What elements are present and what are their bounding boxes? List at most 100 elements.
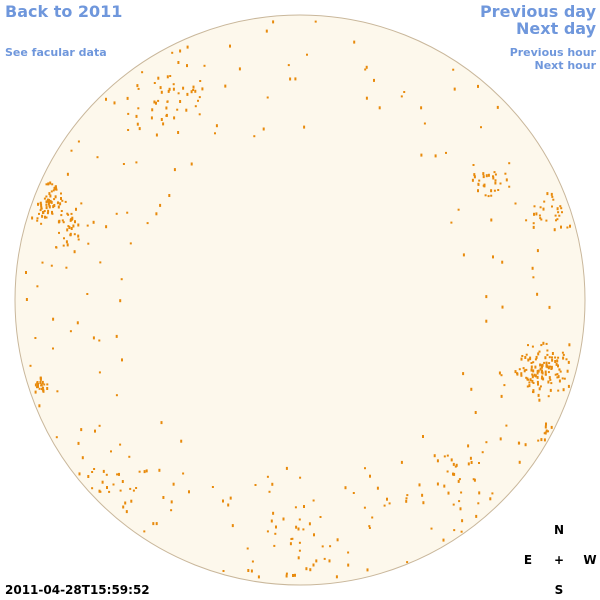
spot	[229, 44, 231, 48]
spot	[272, 511, 275, 515]
spot	[168, 87, 171, 91]
spot	[62, 244, 65, 247]
spot	[192, 85, 195, 89]
spot	[160, 90, 163, 94]
spot	[450, 221, 453, 224]
spot	[282, 517, 285, 521]
spot	[446, 454, 449, 457]
spot	[492, 175, 494, 178]
spot	[45, 203, 48, 206]
spot	[105, 473, 108, 476]
next-hour-link[interactable]: Next hour	[535, 59, 597, 72]
spot	[458, 500, 461, 503]
spot	[56, 390, 59, 393]
compass-west: W	[583, 553, 596, 567]
spot	[535, 355, 538, 359]
spot	[201, 87, 204, 91]
spot	[541, 365, 543, 369]
spot	[125, 510, 128, 514]
spot	[31, 216, 34, 220]
solar-disk	[14, 14, 586, 586]
spot	[29, 364, 32, 367]
spot	[405, 497, 408, 500]
spot	[211, 486, 214, 488]
spot	[537, 382, 539, 386]
spot	[186, 45, 189, 49]
spot	[541, 364, 543, 367]
spot	[49, 181, 52, 185]
spot	[566, 226, 569, 229]
spot	[99, 261, 102, 264]
spot	[529, 358, 532, 361]
spot	[67, 213, 70, 216]
spot	[485, 319, 488, 323]
spot	[560, 225, 562, 229]
spot	[215, 124, 218, 128]
spot	[533, 373, 536, 377]
spot	[453, 87, 456, 91]
spot	[43, 383, 46, 386]
spot	[229, 496, 232, 500]
spot	[472, 164, 475, 166]
spot	[186, 64, 188, 68]
spot	[74, 220, 76, 224]
spot	[122, 163, 125, 165]
spot	[494, 173, 497, 176]
next-day-link[interactable]: Next day	[516, 19, 597, 38]
spot	[553, 228, 556, 232]
spot	[554, 214, 557, 217]
spot	[146, 222, 149, 225]
spot	[536, 375, 539, 379]
spot	[224, 84, 227, 88]
spot	[540, 218, 543, 221]
spot	[60, 214, 63, 217]
spot	[246, 547, 249, 550]
spot	[551, 356, 553, 359]
spot	[137, 87, 140, 90]
facular-link[interactable]: See facular data	[5, 46, 107, 59]
spot	[48, 201, 51, 204]
spot	[160, 118, 163, 121]
spot	[477, 189, 479, 193]
back-link[interactable]: Back to 2011	[5, 2, 122, 21]
spot	[561, 351, 564, 354]
spot	[562, 353, 565, 356]
spot	[180, 439, 183, 443]
spot	[222, 499, 224, 503]
spot	[545, 219, 548, 222]
spot	[529, 378, 532, 382]
spot	[137, 107, 140, 110]
spot	[529, 356, 532, 359]
spot	[422, 501, 425, 505]
spot	[550, 365, 553, 368]
spot	[254, 484, 257, 486]
spot	[289, 542, 292, 546]
spot	[344, 486, 347, 490]
spot	[60, 192, 62, 195]
spot	[177, 92, 180, 95]
spot	[34, 383, 37, 387]
previous-day-link[interactable]: Previous day	[480, 2, 597, 21]
spot	[71, 216, 74, 220]
spot	[530, 365, 533, 369]
spot	[285, 574, 288, 578]
spot	[92, 220, 95, 224]
spot	[534, 374, 537, 378]
spot	[492, 176, 495, 180]
spot	[46, 212, 49, 215]
spot	[227, 503, 230, 507]
spot	[504, 172, 507, 175]
spot	[556, 359, 559, 363]
spot	[443, 455, 446, 458]
previous-hour-link[interactable]: Previous hour	[510, 46, 597, 59]
spot	[303, 505, 305, 508]
spot	[171, 51, 174, 54]
spot	[531, 375, 534, 379]
spot	[546, 192, 549, 196]
spot	[179, 100, 182, 103]
spot	[552, 198, 555, 201]
spot	[309, 568, 312, 572]
spot	[484, 194, 487, 197]
spot	[534, 365, 537, 369]
spot	[457, 479, 460, 483]
